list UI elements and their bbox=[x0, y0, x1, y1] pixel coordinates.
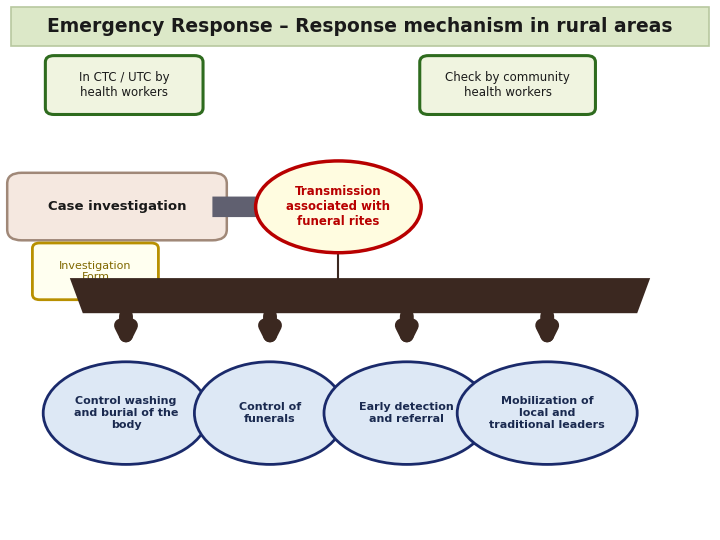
Ellipse shape bbox=[43, 362, 209, 464]
Text: Check by community
health workers: Check by community health workers bbox=[445, 71, 570, 99]
Polygon shape bbox=[70, 278, 650, 313]
FancyBboxPatch shape bbox=[32, 243, 158, 300]
Text: In CTC / UTC by
health workers: In CTC / UTC by health workers bbox=[79, 71, 169, 99]
Text: Mobilization of
local and
traditional leaders: Mobilization of local and traditional le… bbox=[490, 396, 605, 430]
FancyBboxPatch shape bbox=[420, 56, 595, 114]
Ellipse shape bbox=[324, 362, 490, 464]
Text: Control of
funerals: Control of funerals bbox=[239, 402, 301, 424]
Text: Transmission
associated with
funeral rites: Transmission associated with funeral rit… bbox=[287, 185, 390, 228]
Ellipse shape bbox=[457, 362, 637, 464]
Ellipse shape bbox=[256, 161, 421, 253]
Polygon shape bbox=[212, 188, 313, 225]
Text: Control washing
and burial of the
body: Control washing and burial of the body bbox=[74, 396, 178, 430]
FancyBboxPatch shape bbox=[7, 173, 227, 240]
Text: Case investigation: Case investigation bbox=[48, 200, 186, 213]
Text: Early detection
and referral: Early detection and referral bbox=[359, 402, 454, 424]
Text: Emergency Response – Response mechanism in rural areas: Emergency Response – Response mechanism … bbox=[48, 17, 672, 36]
FancyBboxPatch shape bbox=[45, 56, 203, 114]
Ellipse shape bbox=[194, 362, 346, 464]
FancyBboxPatch shape bbox=[11, 7, 709, 46]
Text: Investigation
Form: Investigation Form bbox=[59, 261, 132, 282]
